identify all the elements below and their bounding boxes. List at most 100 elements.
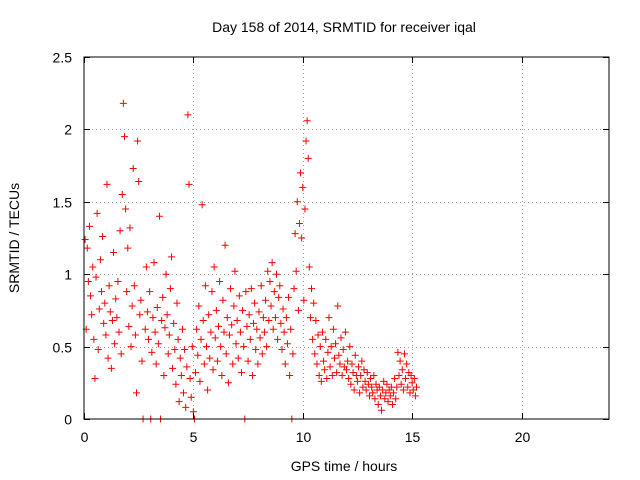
data-point bbox=[394, 348, 402, 356]
data-point bbox=[124, 244, 132, 252]
data-point bbox=[367, 374, 375, 382]
data-point bbox=[244, 357, 252, 365]
data-point bbox=[363, 369, 371, 377]
data-point bbox=[277, 319, 285, 327]
data-point bbox=[325, 314, 333, 322]
data-point bbox=[273, 270, 280, 278]
data-point bbox=[281, 360, 289, 368]
data-point bbox=[343, 366, 350, 374]
data-point bbox=[333, 369, 341, 377]
data-point bbox=[227, 285, 235, 293]
data-point bbox=[94, 345, 102, 353]
y-tick-label: 2 bbox=[64, 122, 72, 138]
data-point bbox=[286, 372, 294, 380]
data-point bbox=[320, 357, 328, 365]
data-point bbox=[323, 374, 331, 382]
data-point bbox=[186, 374, 194, 382]
data-point bbox=[245, 311, 253, 319]
data-point bbox=[146, 288, 154, 296]
data-point bbox=[280, 328, 288, 336]
data-point bbox=[371, 395, 379, 403]
data-point bbox=[210, 263, 218, 271]
data-point bbox=[255, 308, 263, 316]
data-point bbox=[163, 311, 171, 319]
data-point bbox=[365, 392, 373, 400]
data-point bbox=[136, 311, 144, 319]
x-tick-label: 0 bbox=[81, 429, 89, 445]
data-point bbox=[381, 395, 389, 403]
y-tick-label: 0.5 bbox=[53, 340, 73, 356]
data-point bbox=[89, 263, 97, 271]
data-point bbox=[338, 372, 346, 380]
data-point bbox=[269, 325, 277, 333]
data-point bbox=[306, 314, 314, 322]
data-point bbox=[88, 311, 96, 319]
data-point bbox=[117, 350, 125, 358]
data-point bbox=[293, 198, 301, 206]
data-point bbox=[395, 372, 403, 380]
data-point bbox=[353, 377, 361, 385]
data-point bbox=[127, 343, 135, 351]
data-point bbox=[212, 306, 220, 314]
data-point bbox=[258, 350, 266, 358]
data-point bbox=[223, 314, 231, 322]
data-point bbox=[314, 331, 322, 339]
data-point bbox=[251, 299, 259, 307]
data-point bbox=[390, 389, 398, 397]
data-point bbox=[101, 299, 109, 307]
data-point bbox=[256, 334, 264, 342]
data-point bbox=[91, 374, 99, 382]
data-point bbox=[103, 180, 111, 188]
data-point bbox=[217, 343, 225, 351]
data-point bbox=[128, 302, 136, 310]
data-point bbox=[148, 348, 156, 356]
data-point bbox=[400, 350, 408, 358]
data-point bbox=[188, 343, 196, 351]
data-point bbox=[96, 256, 104, 264]
data-point bbox=[173, 299, 181, 307]
data-point bbox=[162, 270, 170, 278]
data-point bbox=[349, 369, 357, 377]
data-point bbox=[358, 357, 366, 365]
data-point bbox=[303, 117, 311, 125]
data-point bbox=[260, 328, 268, 336]
data-point bbox=[407, 372, 415, 380]
data-point bbox=[334, 302, 342, 310]
data-point bbox=[142, 263, 150, 271]
x-tick-label: 5 bbox=[190, 429, 198, 445]
data-point bbox=[145, 335, 153, 343]
data-point bbox=[335, 351, 343, 359]
data-point bbox=[90, 335, 98, 343]
data-point bbox=[238, 369, 245, 377]
data-point bbox=[161, 324, 169, 332]
data-point bbox=[382, 389, 390, 397]
data-point bbox=[348, 360, 356, 368]
data-point bbox=[329, 325, 337, 333]
data-point bbox=[194, 351, 202, 359]
data-point bbox=[224, 379, 232, 387]
data-point bbox=[203, 343, 210, 351]
data-point bbox=[243, 322, 251, 330]
data-point bbox=[344, 357, 352, 365]
data-point bbox=[264, 267, 272, 275]
data-point bbox=[119, 99, 127, 107]
data-point bbox=[213, 357, 221, 365]
data-point bbox=[108, 317, 116, 325]
data-point bbox=[87, 292, 95, 300]
data-point bbox=[199, 317, 207, 325]
data-point bbox=[171, 345, 179, 353]
data-point bbox=[240, 343, 248, 351]
data-point bbox=[225, 331, 233, 339]
data-point bbox=[355, 363, 363, 371]
data-point bbox=[170, 319, 178, 327]
data-point bbox=[388, 401, 396, 409]
data-point bbox=[357, 372, 365, 380]
data-point bbox=[360, 366, 368, 374]
data-point bbox=[397, 380, 405, 388]
data-point bbox=[356, 389, 364, 397]
data-point bbox=[369, 389, 377, 397]
data-point bbox=[93, 209, 101, 217]
data-point bbox=[222, 350, 230, 358]
data-point bbox=[118, 191, 126, 199]
data-point bbox=[404, 383, 412, 391]
